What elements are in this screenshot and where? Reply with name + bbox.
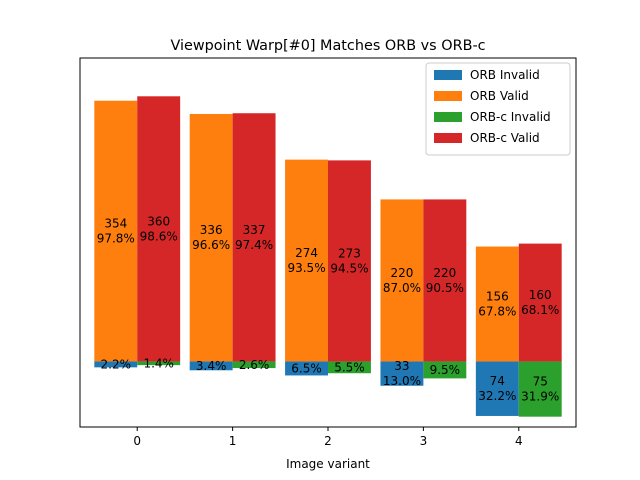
bar-label-orb-invalid-2: 6.5% — [291, 361, 322, 375]
bar-orb-c-invalid-4 — [518, 361, 562, 417]
bar-label-orb-c-invalid-1: 2.6% — [239, 358, 270, 372]
legend-swatch-orb-invalid — [434, 70, 462, 80]
bar-label-orb-valid-0: 354 97.8% — [97, 217, 135, 246]
bar-orb-invalid-1 — [189, 361, 233, 371]
bar-orb-c-invalid-3 — [423, 361, 467, 379]
legend-label-orb-c-valid: ORB-c Valid — [470, 131, 540, 145]
bar-label-orb-valid-3: 220 87.0% — [383, 266, 421, 295]
bar-label-orb-invalid-4: 74 32.2% — [478, 374, 516, 403]
bar-orb-invalid-4 — [475, 361, 519, 416]
bar-orb-c-valid-0 — [137, 96, 181, 362]
bar-label-orb-c-valid-4: 160 68.1% — [521, 288, 559, 317]
bar-label-orb-c-valid-2: 273 94.5% — [330, 246, 368, 275]
x-tick-label-2: 2 — [324, 434, 332, 448]
bar-label-orb-valid-1: 336 96.6% — [192, 223, 230, 252]
x-tick-label-1: 1 — [229, 434, 237, 448]
bar-label-orb-valid-4: 156 67.8% — [478, 290, 516, 319]
legend: ORB Invalid ORB Valid ORB-c Invalid ORB-c V… — [425, 62, 571, 156]
legend-label-orb-invalid: ORB Invalid — [470, 68, 540, 82]
bar-orb-c-valid-4 — [518, 243, 562, 362]
chart-title: Viewpoint Warp[#0] Matches ORB vs ORB-c — [170, 38, 485, 54]
bar-orb-c-valid-3 — [423, 199, 467, 362]
bar-orb-invalid-3 — [380, 361, 424, 386]
bar-orb-valid-2 — [285, 159, 328, 362]
bar-orb-c-invalid-1 — [232, 361, 276, 369]
bar-label-orb-c-invalid-4: 75 31.9% — [521, 375, 559, 404]
bar-label-orb-c-invalid-0: 1.4% — [143, 356, 174, 370]
x-axis-label: Image variant — [286, 457, 370, 471]
bar-label-orb-c-valid-3: 220 90.5% — [426, 266, 464, 295]
bar-label-orb-c-valid-1: 337 97.4% — [235, 223, 273, 252]
legend-label-orb-c-invalid: ORB-c Invalid — [470, 110, 551, 124]
bar-label-orb-c-invalid-2: 5.5% — [334, 360, 365, 374]
x-tick-label-0: 0 — [133, 434, 141, 448]
legend-label-orb-valid: ORB Valid — [470, 89, 529, 103]
bar-label-orb-invalid-3: 33 13.0% — [383, 359, 421, 388]
legend-box — [425, 62, 571, 156]
legend-swatch-orb-c-invalid — [434, 112, 462, 122]
x-tick-label-3: 3 — [420, 434, 428, 448]
bar-orb-c-valid-2 — [328, 160, 371, 362]
bar-label-orb-c-invalid-3: 9.5% — [430, 363, 461, 377]
legend-swatch-orb-c-valid — [434, 133, 462, 143]
bar-orb-invalid-2 — [285, 361, 328, 376]
bar-labels-group: 2.2% 3.4% 6.5% 33 13.0% 74 32.2% 354 97.8% 336 96.… — [97, 214, 560, 403]
bar-orb-valid-4 — [475, 246, 519, 362]
bar-orb-valid-3 — [380, 199, 424, 362]
bar-label-orb-valid-2: 274 93.5% — [287, 246, 325, 275]
x-axis-ticks: 0 1 2 3 4 — [133, 427, 523, 448]
bar-label-orb-invalid-0: 2.2% — [101, 357, 132, 371]
legend-swatch-orb-valid — [434, 91, 462, 101]
bar-orb-valid-0 — [94, 100, 138, 362]
bar-orb-invalid-0 — [94, 361, 138, 368]
bar-orb-c-valid-1 — [232, 113, 276, 362]
bar-orb-valid-1 — [189, 113, 233, 362]
x-tick-label-4: 4 — [515, 434, 523, 448]
bar-label-orb-c-valid-0: 360 98.6% — [140, 214, 178, 243]
bar-label-orb-invalid-1: 3.4% — [196, 359, 227, 373]
bar-orb-c-invalid-0 — [137, 361, 181, 366]
bars-group — [94, 96, 562, 417]
bar-orb-c-invalid-2 — [328, 361, 371, 374]
